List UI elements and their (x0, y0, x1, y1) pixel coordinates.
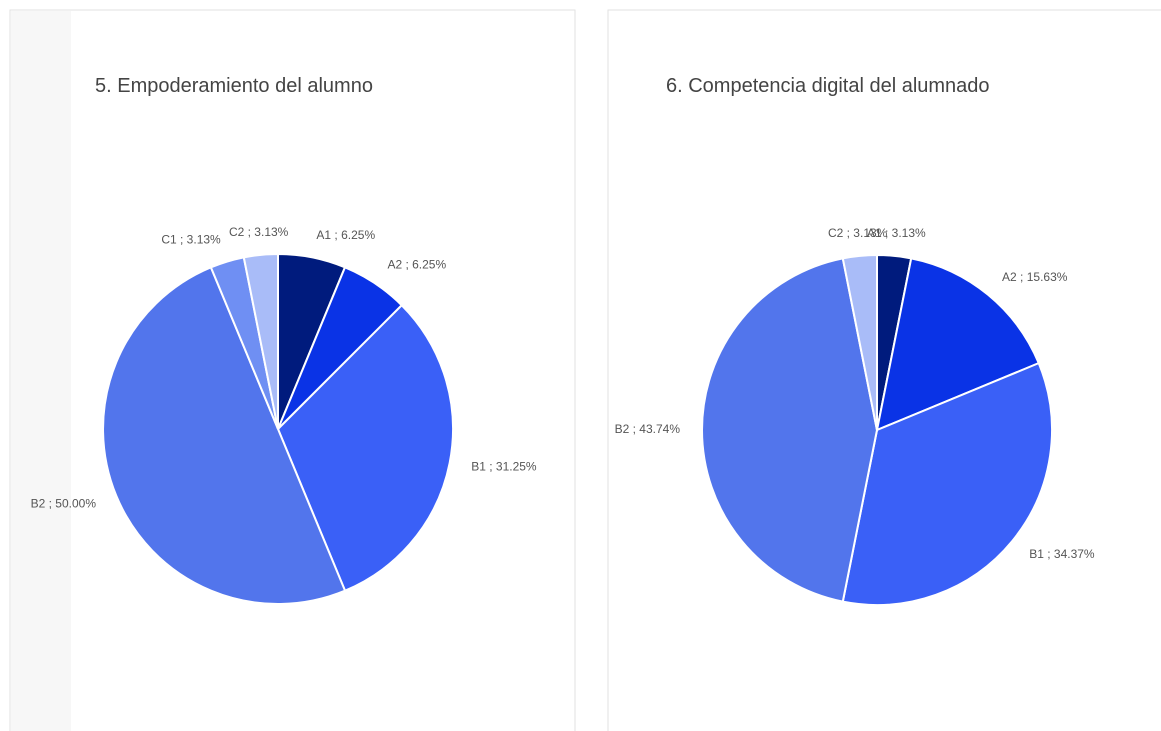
data-label: C2 ; 3.13% (229, 225, 289, 239)
card-margin (11, 11, 71, 731)
pie-slice (700, 257, 879, 603)
pie-slice (276, 303, 454, 592)
chart-title: 5. Empoderamiento del alumno (95, 75, 373, 97)
data-label: C1 ; 3.13% (161, 233, 221, 247)
data-label: B2 ; 43.74% (615, 422, 681, 436)
data-label: B2 ; 50.00% (31, 497, 97, 511)
data-label: B1 ; 31.25% (471, 460, 537, 474)
data-label: A2 ; 6.25% (387, 257, 446, 271)
data-label: C2 ; 3.13% (828, 226, 888, 240)
data-label: A2 ; 15.63% (1002, 270, 1068, 284)
data-label: A1 ; 3.13% (867, 226, 926, 240)
data-label: A1 ; 6.25% (316, 228, 375, 242)
pie-slice (242, 252, 279, 430)
pie-slice (841, 361, 1053, 606)
data-label: B1 ; 34.37% (1029, 547, 1095, 561)
pie-slice (841, 253, 878, 431)
chart-title: 6. Competencia digital del alumnado (666, 75, 990, 97)
pie-slice (101, 266, 347, 605)
pie-slice (875, 257, 1041, 432)
